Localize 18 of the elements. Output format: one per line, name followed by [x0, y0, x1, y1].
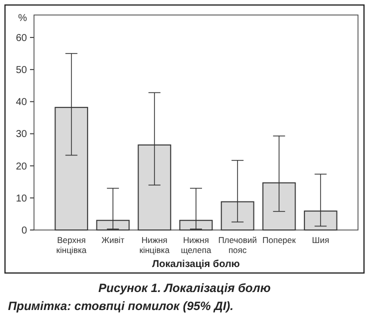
y-tick-label: 10 — [16, 193, 28, 204]
x-tick-label: Плечовий пояс — [218, 235, 258, 255]
x-axis-title: Локалізація болю — [152, 259, 240, 270]
y-axis-title: % — [18, 13, 28, 24]
y-tick-label: 20 — [16, 161, 28, 172]
x-tick-label: Нижня щелепа — [180, 235, 212, 255]
x-tick-label: Поперек — [262, 235, 296, 245]
x-tick-label: Верхня кінцівка — [56, 235, 87, 255]
text: Рисунок 1. Локалізація болю — [98, 281, 271, 295]
x-tick-label: Нижня кінцівка — [139, 235, 170, 255]
y-tick-label: 40 — [16, 97, 28, 108]
y-tick-label: 0 — [21, 226, 28, 236]
y-tick-label: 30 — [16, 129, 28, 140]
text: Примітка: стовпці помилок (95% ДІ). — [8, 299, 234, 313]
y-tick-label: 60 — [16, 32, 28, 44]
x-tick-label: Живіт — [101, 235, 124, 245]
y-tick-label: 50 — [16, 65, 28, 76]
x-tick-label: Шия — [312, 235, 330, 245]
